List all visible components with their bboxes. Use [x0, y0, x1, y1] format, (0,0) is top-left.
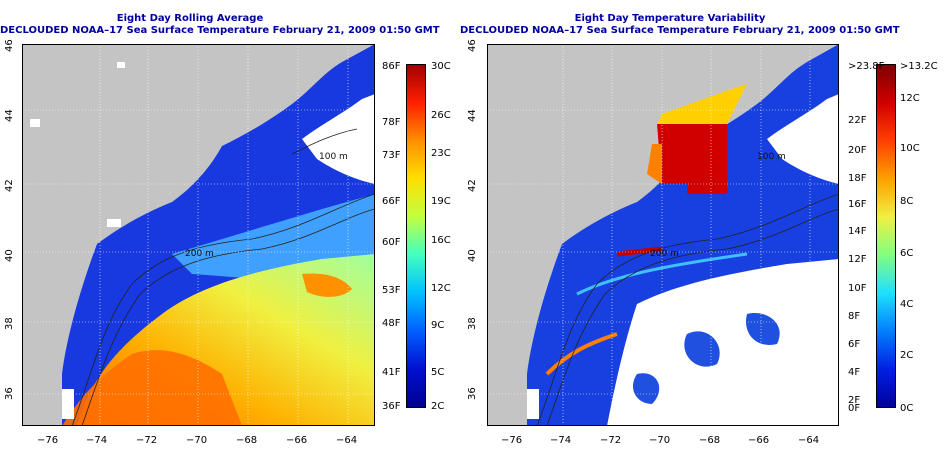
- left-colorbar-f-label: 48F: [382, 318, 401, 329]
- right-colorbar-f-label: 10F: [848, 283, 867, 294]
- right-colorbar-f-label: 2F: [848, 395, 861, 406]
- left-colorbar-c-label: 12C: [431, 283, 451, 294]
- left-colorbar-f-label: 60F: [382, 237, 401, 248]
- right-title-line2: DECLOUDED NOAA–17 Sea Surface Temperatur…: [460, 25, 900, 36]
- left-colorbar-f-label: 78F: [382, 117, 401, 128]
- right-colorbar-f-label: 4F: [848, 367, 861, 378]
- left-x-tick-label: −66: [286, 435, 308, 446]
- left-colorbar: [406, 64, 426, 408]
- right-colorbar-f-label: 0F: [848, 403, 861, 414]
- left-y-tick-label: 38: [4, 317, 15, 330]
- right-colorbar-c-label: 2C: [900, 350, 914, 361]
- left-colorbar-c-label: 16C: [431, 235, 451, 246]
- left-colorbar-c-label: 19C: [431, 196, 451, 207]
- right-y-tick-label: 46: [467, 39, 478, 52]
- left-colorbar-c-label: 2C: [431, 401, 445, 412]
- right-colorbar-f-label: >23.8F: [848, 61, 885, 72]
- right-y-tick-label: 42: [467, 179, 478, 192]
- left-y-tick-label: 42: [4, 179, 15, 192]
- left-colorbar-f-label: 86F: [382, 61, 401, 72]
- left-x-tick-label: −76: [37, 435, 59, 446]
- left-colorbar-c-label: 9C: [431, 320, 445, 331]
- right-contour-label-200: 200 m: [650, 249, 679, 259]
- right-colorbar-c-label: 4C: [900, 299, 914, 310]
- left-y-tick-label: 46: [4, 39, 15, 52]
- left-x-tick-label: −74: [86, 435, 108, 446]
- right-contour-label-100: 100 m: [757, 152, 786, 162]
- right-colorbar-f-label: 14F: [848, 226, 867, 237]
- right-y-tick-label: 44: [467, 109, 478, 122]
- left-x-tick-label: −70: [186, 435, 208, 446]
- right-colorbar-f-label: 18F: [848, 173, 867, 184]
- right-y-tick-label: 40: [467, 249, 478, 262]
- left-title-line2: DECLOUDED NOAA–17 Sea Surface Temperatur…: [0, 25, 440, 36]
- right-colorbar-c-label: 10C: [900, 143, 920, 154]
- right-y-tick-label: 36: [467, 387, 478, 400]
- left-colorbar-c-label: 5C: [431, 367, 445, 378]
- right-x-tick-label: −72: [600, 435, 622, 446]
- right-colorbar-f-label: 16F: [848, 199, 867, 210]
- left-colorbar-f-label: 73F: [382, 150, 401, 161]
- right-y-tick-label: 38: [467, 317, 478, 330]
- right-variability-map: 200 m 100 m: [487, 44, 839, 426]
- right-x-tick-label: −76: [501, 435, 523, 446]
- right-colorbar-c-label: 0C: [900, 403, 914, 414]
- right-colorbar-c-label: 6C: [900, 248, 914, 259]
- left-y-tick-label: 36: [4, 387, 15, 400]
- right-colorbar-c-label: 12C: [900, 93, 920, 104]
- left-sst-map: 200 m 100 m: [22, 44, 375, 426]
- left-colorbar-f-label: 66F: [382, 196, 401, 207]
- right-title-line1: Eight Day Temperature Variability: [574, 13, 766, 24]
- left-x-tick-label: −72: [136, 435, 158, 446]
- right-x-tick-label: −74: [550, 435, 572, 446]
- right-colorbar-c-label: 8C: [900, 196, 914, 207]
- left-colorbar-f-label: 53F: [382, 285, 401, 296]
- right-colorbar-f-label: 22F: [848, 115, 867, 126]
- left-colorbar-c-label: 26C: [431, 110, 451, 121]
- right-x-tick-label: −64: [798, 435, 820, 446]
- right-colorbar-f-label: 20F: [848, 145, 867, 156]
- right-colorbar-f-label: 8F: [848, 311, 861, 322]
- left-y-tick-label: 44: [4, 109, 15, 122]
- left-contour-label-200: 200 m: [185, 249, 214, 259]
- right-colorbar-c-label: >13.2C: [900, 61, 938, 72]
- left-y-tick-label: 40: [4, 249, 15, 262]
- left-x-tick-label: −68: [236, 435, 258, 446]
- left-colorbar-c-label: 30C: [431, 61, 451, 72]
- right-x-tick-label: −70: [649, 435, 671, 446]
- left-colorbar-f-label: 41F: [382, 367, 401, 378]
- left-title-line1: Eight Day Rolling Average: [116, 13, 264, 24]
- right-colorbar-f-label: 12F: [848, 254, 867, 265]
- right-x-tick-label: −68: [699, 435, 721, 446]
- left-colorbar-c-label: 23C: [431, 148, 451, 159]
- right-colorbar-f-label: 6F: [848, 339, 861, 350]
- left-contour-label-100: 100 m: [319, 152, 348, 162]
- left-x-tick-label: −64: [336, 435, 358, 446]
- left-colorbar-f-label: 36F: [382, 401, 401, 412]
- right-colorbar: [876, 64, 896, 408]
- right-x-tick-label: −66: [748, 435, 770, 446]
